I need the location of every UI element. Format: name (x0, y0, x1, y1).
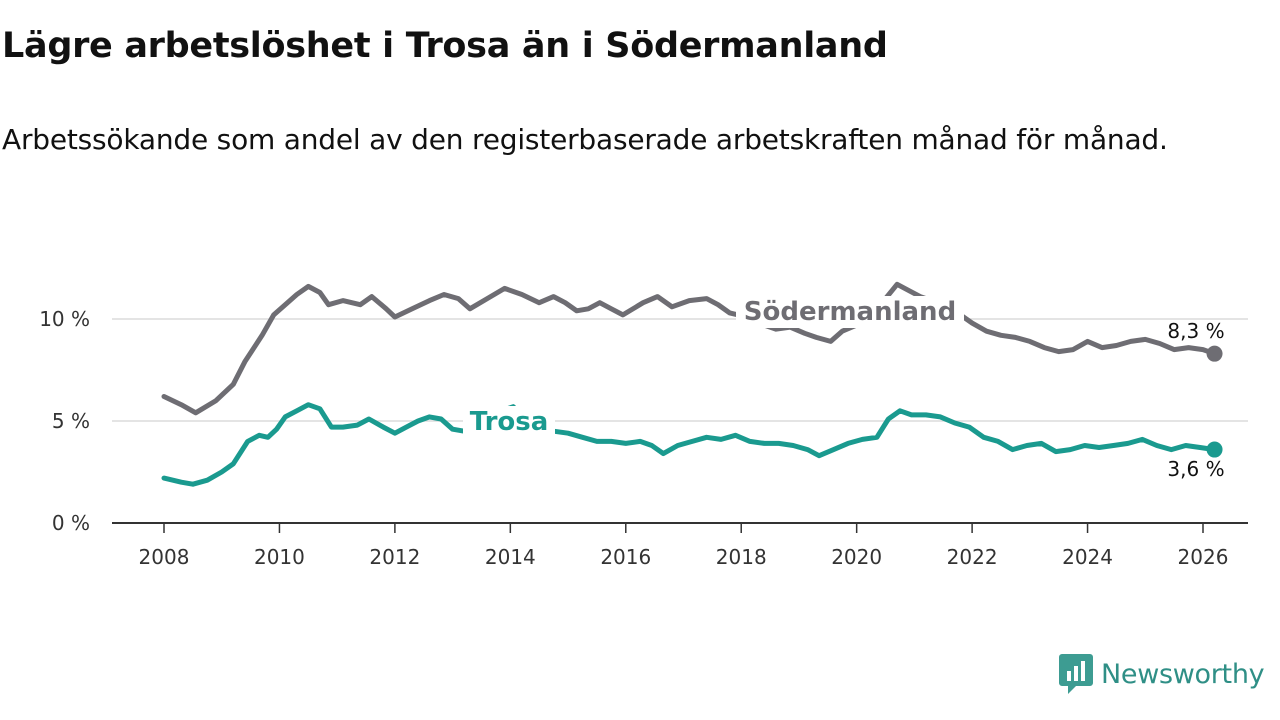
end-label-s-dermanland: 8,3 % (1167, 319, 1224, 343)
chart-title: Lägre arbetslöshet i Trosa än i Söderman… (2, 26, 888, 66)
gridlines (112, 318, 1248, 422)
x-axis: 0 % 5 % 10 % 2008 2010 2012 2014 2016 2018 2020 20… (39, 307, 1248, 569)
series-label-bg-s-dermanland (736, 296, 964, 328)
end-label-trosa: 3,6 % (1167, 457, 1224, 481)
x-tick-label-2010: 2010 (254, 545, 305, 569)
x-tick-label-2018: 2018 (716, 545, 767, 569)
series-label-bg-trosa (463, 406, 555, 438)
x-tick-label-2020: 2020 (831, 545, 882, 569)
series-label-trosa: Trosa (470, 407, 549, 437)
x-tick-label-2012: 2012 (369, 545, 420, 569)
end-point-trosa (1206, 441, 1223, 458)
x-tick-label-2016: 2016 (600, 545, 651, 569)
x-tick-label-2014: 2014 (485, 545, 536, 569)
x-tick-label-2026: 2026 (1178, 545, 1229, 569)
series-line-s-dermanland (161, 281, 1217, 416)
x-tick-label-2008: 2008 (139, 545, 190, 569)
series-labels: Södermanland 8,3 % Trosa 3,6 % (463, 296, 1225, 481)
x-tick-label-2022: 2022 (947, 545, 998, 569)
series-label-s-dermanland: Södermanland (744, 297, 956, 327)
brand-logo: Newsworthy (1059, 654, 1265, 694)
series-group (161, 281, 1223, 487)
y-tick-label-10: 10 % (39, 307, 90, 331)
y-tick-label-0: 0 % (52, 511, 90, 535)
end-point-s-dermanland (1206, 345, 1223, 362)
series-line-trosa (161, 402, 1217, 487)
brand-name: Newsworthy (1101, 658, 1265, 690)
chart-subtitle: Arbetssökande som andel av den registerb… (2, 123, 1168, 156)
newsworthy-logo-icon (1059, 654, 1093, 694)
y-tick-label-5: 5 % (52, 409, 90, 433)
x-tick-label-2024: 2024 (1062, 545, 1113, 569)
